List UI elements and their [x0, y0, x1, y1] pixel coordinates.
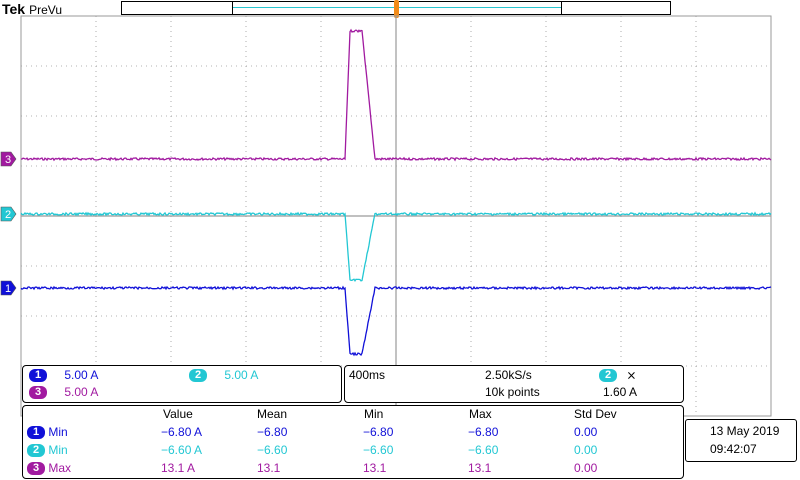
header-max: Max [469, 407, 492, 421]
meas-row-ch2-max: −6.60 [468, 443, 499, 457]
time-label: 09:42:07 [710, 442, 757, 456]
ch2-ground-marker[interactable]: 2 [0, 206, 17, 222]
ch1-badge: 1 [29, 369, 47, 383]
meas-row-ch2-label[interactable]: 2 Min [27, 443, 68, 458]
sample-rate: 2.50kS/s [485, 368, 532, 382]
meas-row-ch1-mean: −6.80 [257, 425, 288, 439]
ch2-badge: 2 [189, 369, 207, 383]
date-label: 13 May 2019 [710, 424, 780, 438]
acquisition-mode: PreVu [29, 3, 62, 17]
trigger-slope-icon: ⨯ [626, 368, 637, 382]
ch1-waveform [20, 285, 772, 357]
meas-row-ch3-label[interactable]: 3 Max [27, 461, 72, 476]
meas-row-ch1-label[interactable]: 1 Min [27, 425, 68, 440]
meas-row-ch3-std: 0.00 [574, 461, 598, 475]
meas-row-ch2-type: Min [48, 443, 68, 457]
meas-row-ch2-mean: −6.60 [257, 443, 288, 457]
ch3-badge: 3 [29, 386, 47, 400]
brand-name: Tek [2, 1, 26, 17]
meas-row-ch3-value: 13.1 A [161, 461, 196, 475]
ch1-ground-marker-label: 1 [5, 283, 11, 295]
ch1-scale-group[interactable]: 1 5.00 A [29, 368, 99, 383]
waveform-traces [20, 28, 772, 357]
record-view-bar[interactable] [121, 0, 671, 18]
meas-row-ch3-max: 13.1 [468, 461, 492, 475]
ch3-scale-group[interactable]: 3 5.00 A [29, 385, 99, 400]
record-length: 10k points [485, 385, 540, 399]
trigger-level: 1.60 A [603, 385, 638, 399]
horizontal-scale: 400ms [349, 368, 386, 382]
meas-row-ch2-badge: 2 [27, 444, 45, 458]
meas-row-ch1-min: −6.80 [363, 425, 394, 439]
trigger-group[interactable]: 2 ⨯ [599, 368, 637, 383]
ch2-waveform [20, 211, 772, 282]
ch3-ground-marker-shape [0, 151, 17, 167]
ch2-ground-marker-shape [0, 206, 17, 222]
timebase-box[interactable]: 400ms 2.50kS/s 10k points 2 ⨯ 1.60 A [344, 365, 684, 403]
meas-row-ch2-min: −6.60 [363, 443, 394, 457]
meas-row-ch3-badge: 3 [27, 462, 45, 476]
trigger-source-badge: 2 [599, 369, 617, 383]
meas-row-ch1-max: −6.80 [468, 425, 499, 439]
ch3-ground-marker[interactable]: 3 [0, 151, 17, 167]
datetime-box: 13 May 2019 09:42:07 [685, 419, 797, 462]
channel-markers[interactable]: 3 2 1 [0, 151, 17, 296]
meas-row-ch1-type: Min [48, 425, 68, 439]
ch1-ground-marker-shape [0, 280, 17, 296]
meas-row-ch3-type: Max [48, 461, 72, 475]
ch3-ground-marker-label: 3 [5, 154, 11, 166]
meas-row-ch2-std: 0.00 [574, 443, 598, 457]
ch1-scale: 5.00 A [64, 368, 99, 382]
graticule [20, 15, 772, 417]
meas-row-ch1-value: −6.80 A [161, 425, 203, 439]
trigger-position-marker[interactable] [394, 0, 399, 18]
ch2-scale-group[interactable]: 2 5.00 A [189, 368, 259, 383]
brand-label: Tek PreVu [2, 1, 62, 17]
header-mean: Mean [257, 407, 288, 421]
header-value: Value [163, 407, 193, 421]
meas-row-ch1-std: 0.00 [574, 425, 598, 439]
measurement-table[interactable]: Value Mean Min Max Std Dev 1 Min −6.80 A… [22, 405, 684, 479]
ch3-waveform [20, 28, 772, 162]
ch2-scale: 5.00 A [224, 368, 259, 382]
meas-row-ch2-value: −6.60 A [161, 443, 203, 457]
meas-row-ch3-min: 13.1 [363, 461, 387, 475]
header-std-dev: Std Dev [574, 407, 617, 421]
meas-row-ch1-badge: 1 [27, 426, 45, 440]
header-min: Min [364, 407, 384, 421]
meas-row-ch3-mean: 13.1 [257, 461, 281, 475]
ch3-scale: 5.00 A [64, 385, 99, 399]
ch2-ground-marker-label: 2 [5, 209, 11, 221]
ch1-ground-marker[interactable]: 1 [0, 280, 17, 296]
channel-scale-box[interactable]: 1 5.00 A 2 5.00 A 3 5.00 A [22, 365, 342, 403]
